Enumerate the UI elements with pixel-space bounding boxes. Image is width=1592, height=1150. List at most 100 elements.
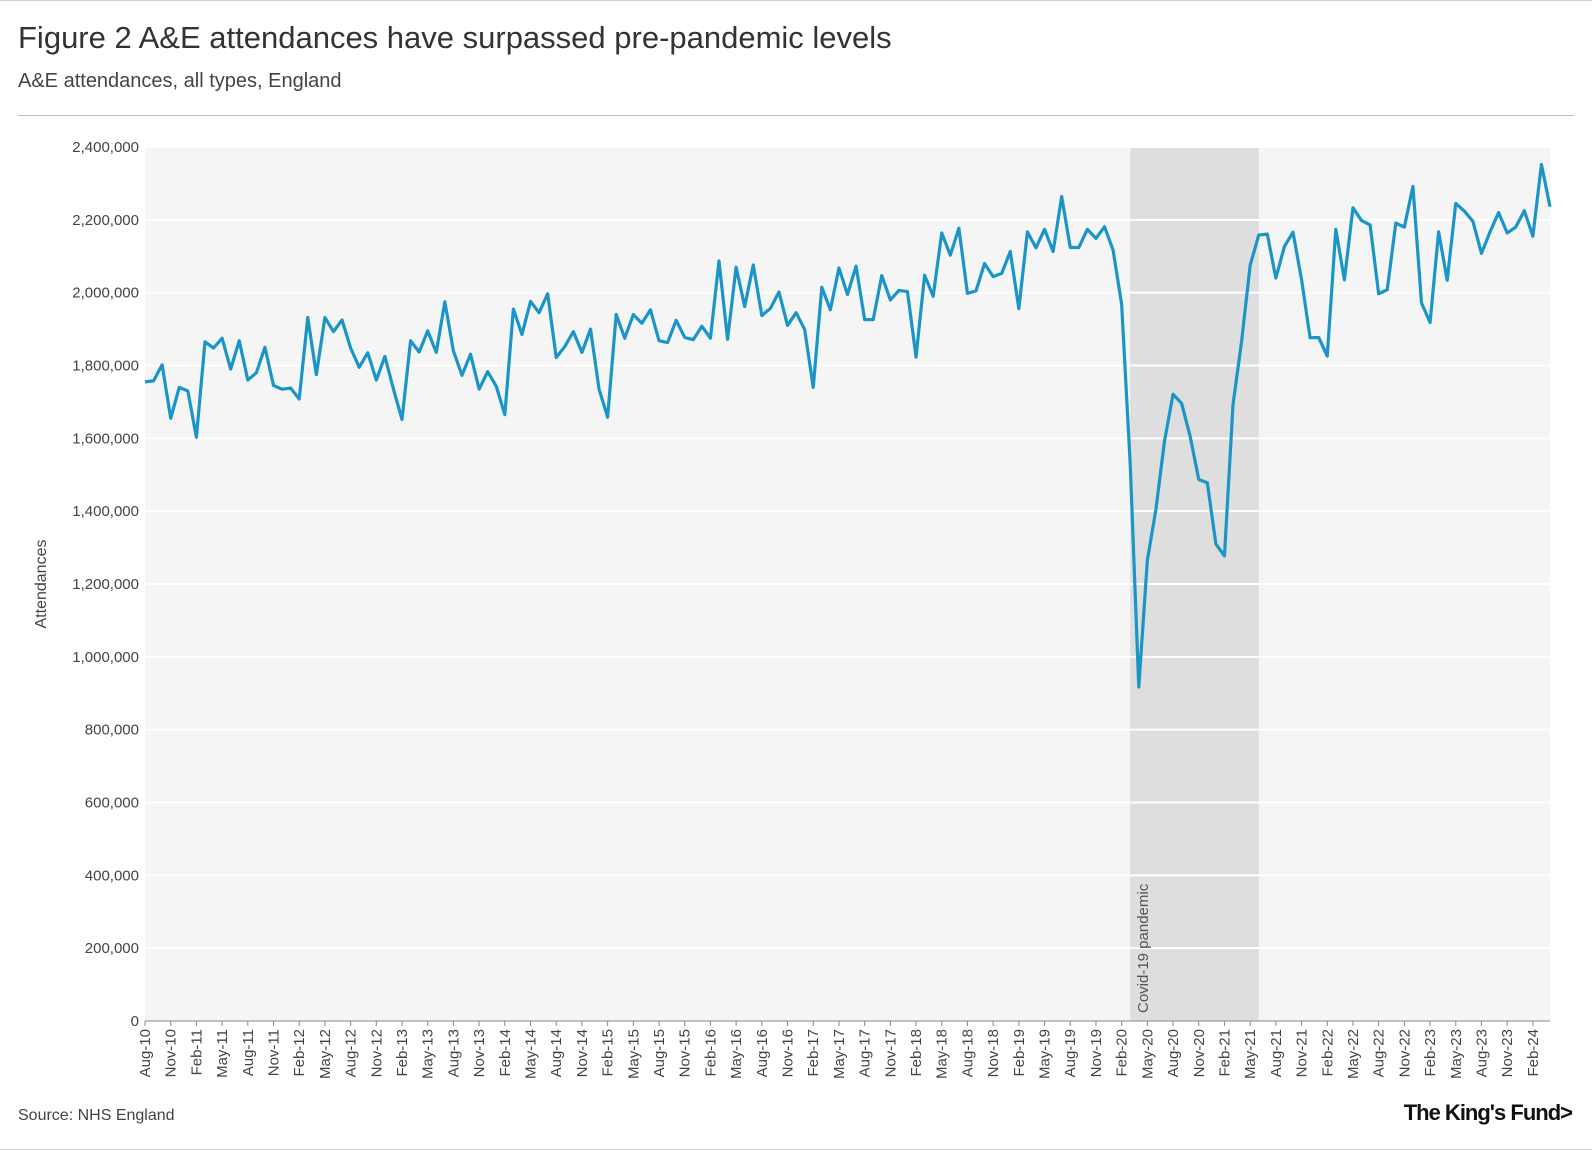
data-point — [860, 315, 870, 325]
top-border — [0, 0, 1592, 1]
data-point — [663, 338, 673, 348]
x-tick-label: Nov-23 — [1499, 1029, 1516, 1077]
data-point — [817, 282, 827, 292]
x-tick-label: Aug-21 — [1268, 1029, 1285, 1077]
data-point — [765, 303, 775, 313]
x-tick-label: Aug-16 — [754, 1029, 771, 1077]
data-point — [1031, 243, 1041, 253]
x-tick-label: Aug-12 — [343, 1029, 360, 1077]
data-point — [1365, 220, 1375, 230]
x-tick-label: Nov-18 — [985, 1029, 1002, 1077]
y-axis-title: Attendances — [33, 540, 50, 629]
data-point — [1168, 389, 1178, 399]
data-point — [380, 351, 390, 361]
data-point — [226, 364, 236, 374]
data-point — [474, 384, 484, 394]
covid-pandemic-label: Covid-19 pandemic — [1135, 883, 1152, 1013]
data-point — [688, 335, 698, 345]
data-point — [1314, 332, 1324, 342]
data-point — [1100, 222, 1110, 232]
data-point — [1382, 285, 1392, 295]
x-tick-label: Aug-15 — [651, 1029, 668, 1077]
y-tick-label: 200,000 — [85, 940, 139, 957]
x-tick-label: Nov-19 — [1088, 1029, 1105, 1077]
data-point — [217, 333, 227, 343]
data-point — [783, 320, 793, 330]
data-point — [1237, 336, 1247, 346]
data-point — [1014, 304, 1024, 314]
data-point — [543, 289, 553, 299]
data-point — [628, 310, 638, 320]
data-point — [637, 318, 647, 328]
x-tick-label: Nov-21 — [1294, 1029, 1311, 1077]
data-point — [371, 375, 381, 385]
x-tick-label: May-21 — [1242, 1029, 1259, 1079]
data-point — [269, 381, 279, 391]
data-point — [594, 384, 604, 394]
data-point — [937, 228, 947, 238]
line-chart: 0 200,000 400,000 600,000 800,000 1,000,000 1,… — [33, 139, 1555, 1079]
y-tick-label: 800,000 — [85, 722, 139, 739]
data-point — [149, 376, 159, 386]
data-point — [997, 268, 1007, 278]
data-point — [928, 291, 938, 301]
data-point — [1485, 227, 1495, 237]
data-point — [431, 347, 441, 357]
data-point — [1442, 275, 1452, 285]
y-tick-label: 1,200,000 — [72, 576, 139, 593]
data-point — [1159, 436, 1169, 446]
data-point — [808, 382, 818, 392]
data-point — [1511, 222, 1521, 232]
data-point — [1357, 216, 1367, 226]
data-point — [971, 286, 981, 296]
x-tick-label: Feb-18 — [908, 1029, 925, 1077]
source-note: Source: NHS England — [18, 1107, 175, 1124]
data-point — [868, 315, 878, 325]
x-tick-label: May-13 — [420, 1029, 437, 1079]
data-point — [740, 302, 750, 312]
data-point — [508, 304, 518, 314]
data-point — [843, 289, 853, 299]
data-point — [243, 375, 253, 385]
x-tick-label: Feb-20 — [1114, 1029, 1131, 1077]
data-point — [980, 259, 990, 269]
data-point — [577, 347, 587, 357]
x-tick-label: May-19 — [1037, 1029, 1054, 1079]
x-tick-label: May-18 — [934, 1029, 951, 1079]
x-tick-label: Aug-10 — [137, 1029, 154, 1077]
x-tick-label: Feb-22 — [1319, 1029, 1336, 1077]
data-point — [1545, 202, 1555, 212]
data-point — [1040, 224, 1050, 234]
y-tick-label: 0 — [131, 1013, 139, 1030]
chart-title: Figure 2 A&E attendances have surpassed … — [18, 20, 892, 55]
data-point — [825, 305, 835, 315]
data-point — [1194, 474, 1204, 484]
data-point — [705, 333, 715, 343]
data-point — [406, 336, 416, 346]
data-point — [1245, 260, 1255, 270]
data-point — [140, 377, 150, 387]
y-tick-label: 2,400,000 — [72, 139, 139, 156]
data-point — [191, 432, 201, 442]
data-point — [1074, 243, 1084, 253]
data-point — [209, 343, 219, 353]
x-tick-label: Aug-13 — [445, 1029, 462, 1077]
data-point — [1185, 432, 1195, 442]
data-point — [697, 321, 707, 331]
data-point — [483, 367, 493, 377]
x-tick-label: Aug-17 — [857, 1029, 874, 1077]
x-tick-label: Nov-20 — [1191, 1029, 1208, 1077]
data-point — [877, 271, 887, 281]
data-point — [714, 256, 724, 266]
data-point — [723, 334, 733, 344]
data-point — [1528, 231, 1538, 241]
data-point — [440, 297, 450, 307]
data-point — [611, 310, 621, 320]
data-point — [517, 330, 527, 340]
data-point — [834, 263, 844, 273]
y-tick-label: 600,000 — [85, 795, 139, 812]
data-point — [1408, 181, 1418, 191]
x-tick-label: Feb-17 — [805, 1029, 822, 1077]
data-point — [457, 370, 467, 380]
x-tick-label: May-23 — [1448, 1029, 1465, 1079]
